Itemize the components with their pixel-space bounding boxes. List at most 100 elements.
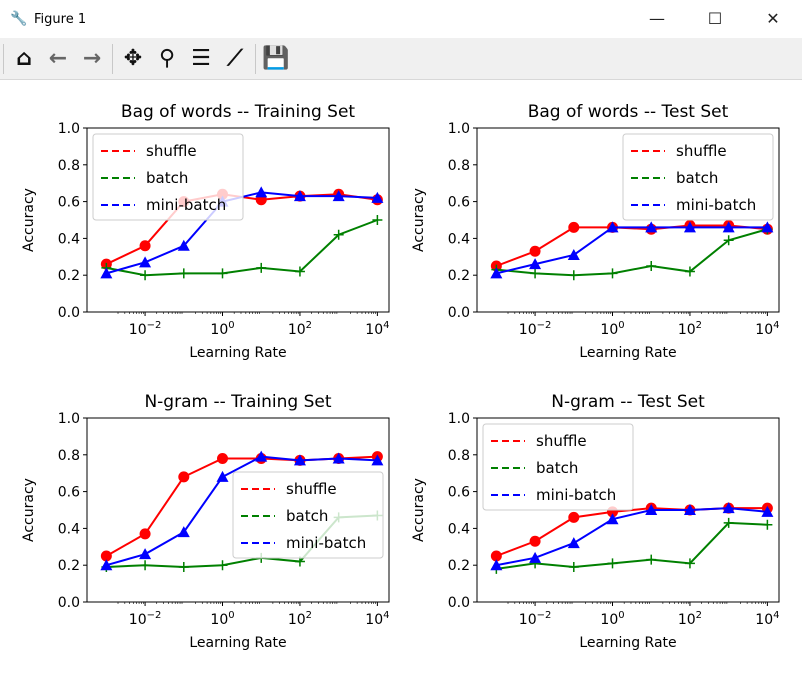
close-button[interactable]: ✕ [766, 9, 780, 28]
batch-point [178, 268, 189, 279]
batch-point [178, 562, 189, 573]
batch-point [607, 558, 618, 569]
mini-batch-point [529, 258, 542, 270]
pan-button[interactable]: ✥ [116, 42, 150, 76]
y-tick-label: 0.0 [58, 305, 80, 321]
x-tick-label: 104 [755, 610, 779, 628]
y-tick-label: 1.0 [58, 411, 80, 427]
y-tick-label: 0.6 [58, 485, 80, 501]
mini-batch-point [216, 470, 229, 482]
save-button[interactable]: 💾 [259, 42, 293, 76]
legend-shuffle-label: shuffle [676, 142, 727, 160]
axes-frame [86, 127, 390, 313]
y-axis-label: Accuracy [411, 188, 427, 252]
x-tick-label: 100 [600, 610, 624, 628]
mini-batch-point [255, 186, 268, 198]
mini-batch-line [496, 226, 768, 275]
legend: shuffle batch mini-batch [232, 471, 384, 559]
subplots-button[interactable]: ☰ [184, 42, 218, 76]
edit-lines-button[interactable]: ⟋ [218, 42, 252, 76]
forward-icon: → [82, 45, 102, 71]
y-tick-label: 0.6 [448, 195, 470, 211]
shuffle-point [139, 528, 151, 540]
legend-mini-batch-label: mini-batch [146, 196, 226, 214]
y-tick-label: 0.6 [58, 195, 80, 211]
x-tick-label: 102 [678, 610, 702, 628]
shuffle-point [568, 221, 580, 233]
legend: shuffle batch mini-batch [622, 133, 774, 221]
batch-point [646, 261, 657, 271]
mini-batch-point [567, 248, 580, 260]
mini-batch-point [567, 537, 580, 549]
zoom-button[interactable]: ⚲ [150, 42, 184, 76]
x-tick-label: 102 [678, 320, 702, 338]
title-bar: 🔧 Figure 1 — ☐ ✕ [0, 0, 802, 38]
batch-point [372, 215, 383, 225]
legend-box [482, 423, 634, 511]
mini-batch-point [722, 502, 735, 514]
back-button[interactable]: ← [41, 42, 75, 76]
mini-batch-point [645, 504, 658, 515]
legend-shuffle-label: shuffle [536, 432, 587, 450]
x-tick-label: 104 [365, 320, 389, 338]
y-tick-label: 1.0 [448, 411, 470, 427]
batch-point [294, 266, 305, 277]
y-tick-label: 0.4 [58, 231, 80, 247]
legend-box [622, 133, 774, 221]
home-button[interactable]: ⌂ [7, 42, 41, 76]
shuffle-point [529, 245, 541, 257]
mini-batch-point [177, 239, 190, 251]
mini-batch-point [177, 526, 190, 538]
y-tick-label: 0.2 [448, 268, 470, 284]
pan-icon: ✥ [123, 45, 143, 71]
x-axis-label: Learning Rate [189, 345, 286, 361]
shuffle-point [568, 511, 580, 523]
x-tick-label: 104 [365, 610, 389, 628]
mini-batch-point [332, 190, 345, 202]
x-tick-label: 100 [210, 320, 234, 338]
mini-batch-point [722, 221, 735, 233]
batch-point [256, 262, 267, 273]
legend-batch-label: batch [536, 459, 578, 477]
batch-point [568, 562, 579, 573]
batch-point [140, 270, 151, 281]
axes-frame [86, 417, 390, 603]
y-axis-label: Accuracy [21, 478, 37, 542]
x-tick-label: 102 [288, 320, 312, 338]
y-axis-label: Accuracy [21, 188, 37, 252]
legend-box [92, 133, 244, 221]
y-tick-label: 0.2 [448, 558, 470, 574]
batch-point [530, 268, 541, 279]
mini-batch-point [371, 191, 384, 203]
subplot-3: N-gram -- Test Set Learning Rate Accuracy 0… [411, 392, 780, 651]
edit-lines-icon: ⟋ [227, 45, 243, 71]
y-tick-label: 1.0 [58, 121, 80, 137]
subplot-2: N-gram -- Training Set Learning Rate Accur… [21, 392, 390, 651]
subplots-icon: ☰ [191, 45, 211, 71]
mini-batch-point [293, 190, 306, 202]
mini-batch-point [490, 559, 503, 571]
batch-point [684, 558, 695, 569]
mini-batch-point [332, 452, 345, 464]
x-tick-label: 10−2 [129, 610, 162, 628]
mini-batch-point [490, 267, 503, 279]
minimize-button[interactable]: — [649, 9, 665, 28]
y-tick-label: 0.0 [448, 595, 470, 611]
mini-batch-point [139, 256, 152, 268]
mini-batch-point [606, 221, 619, 233]
mini-batch-line [106, 455, 378, 567]
legend-batch-label: batch [676, 169, 718, 187]
save-icon: 💾 [262, 45, 290, 71]
y-tick-label: 0.8 [58, 158, 80, 174]
maximize-button[interactable]: ☐ [707, 9, 723, 28]
x-tick-label: 100 [210, 610, 234, 628]
mini-batch-point [100, 267, 113, 279]
y-tick-label: 0.8 [448, 448, 470, 464]
subplot-title: N-gram -- Test Set [551, 392, 705, 412]
legend-box [232, 471, 384, 559]
batch-line [496, 228, 768, 277]
x-tick-label: 10−2 [519, 320, 552, 338]
forward-button[interactable]: → [75, 42, 109, 76]
x-tick-label: 102 [288, 610, 312, 628]
mini-batch-point [293, 454, 306, 466]
